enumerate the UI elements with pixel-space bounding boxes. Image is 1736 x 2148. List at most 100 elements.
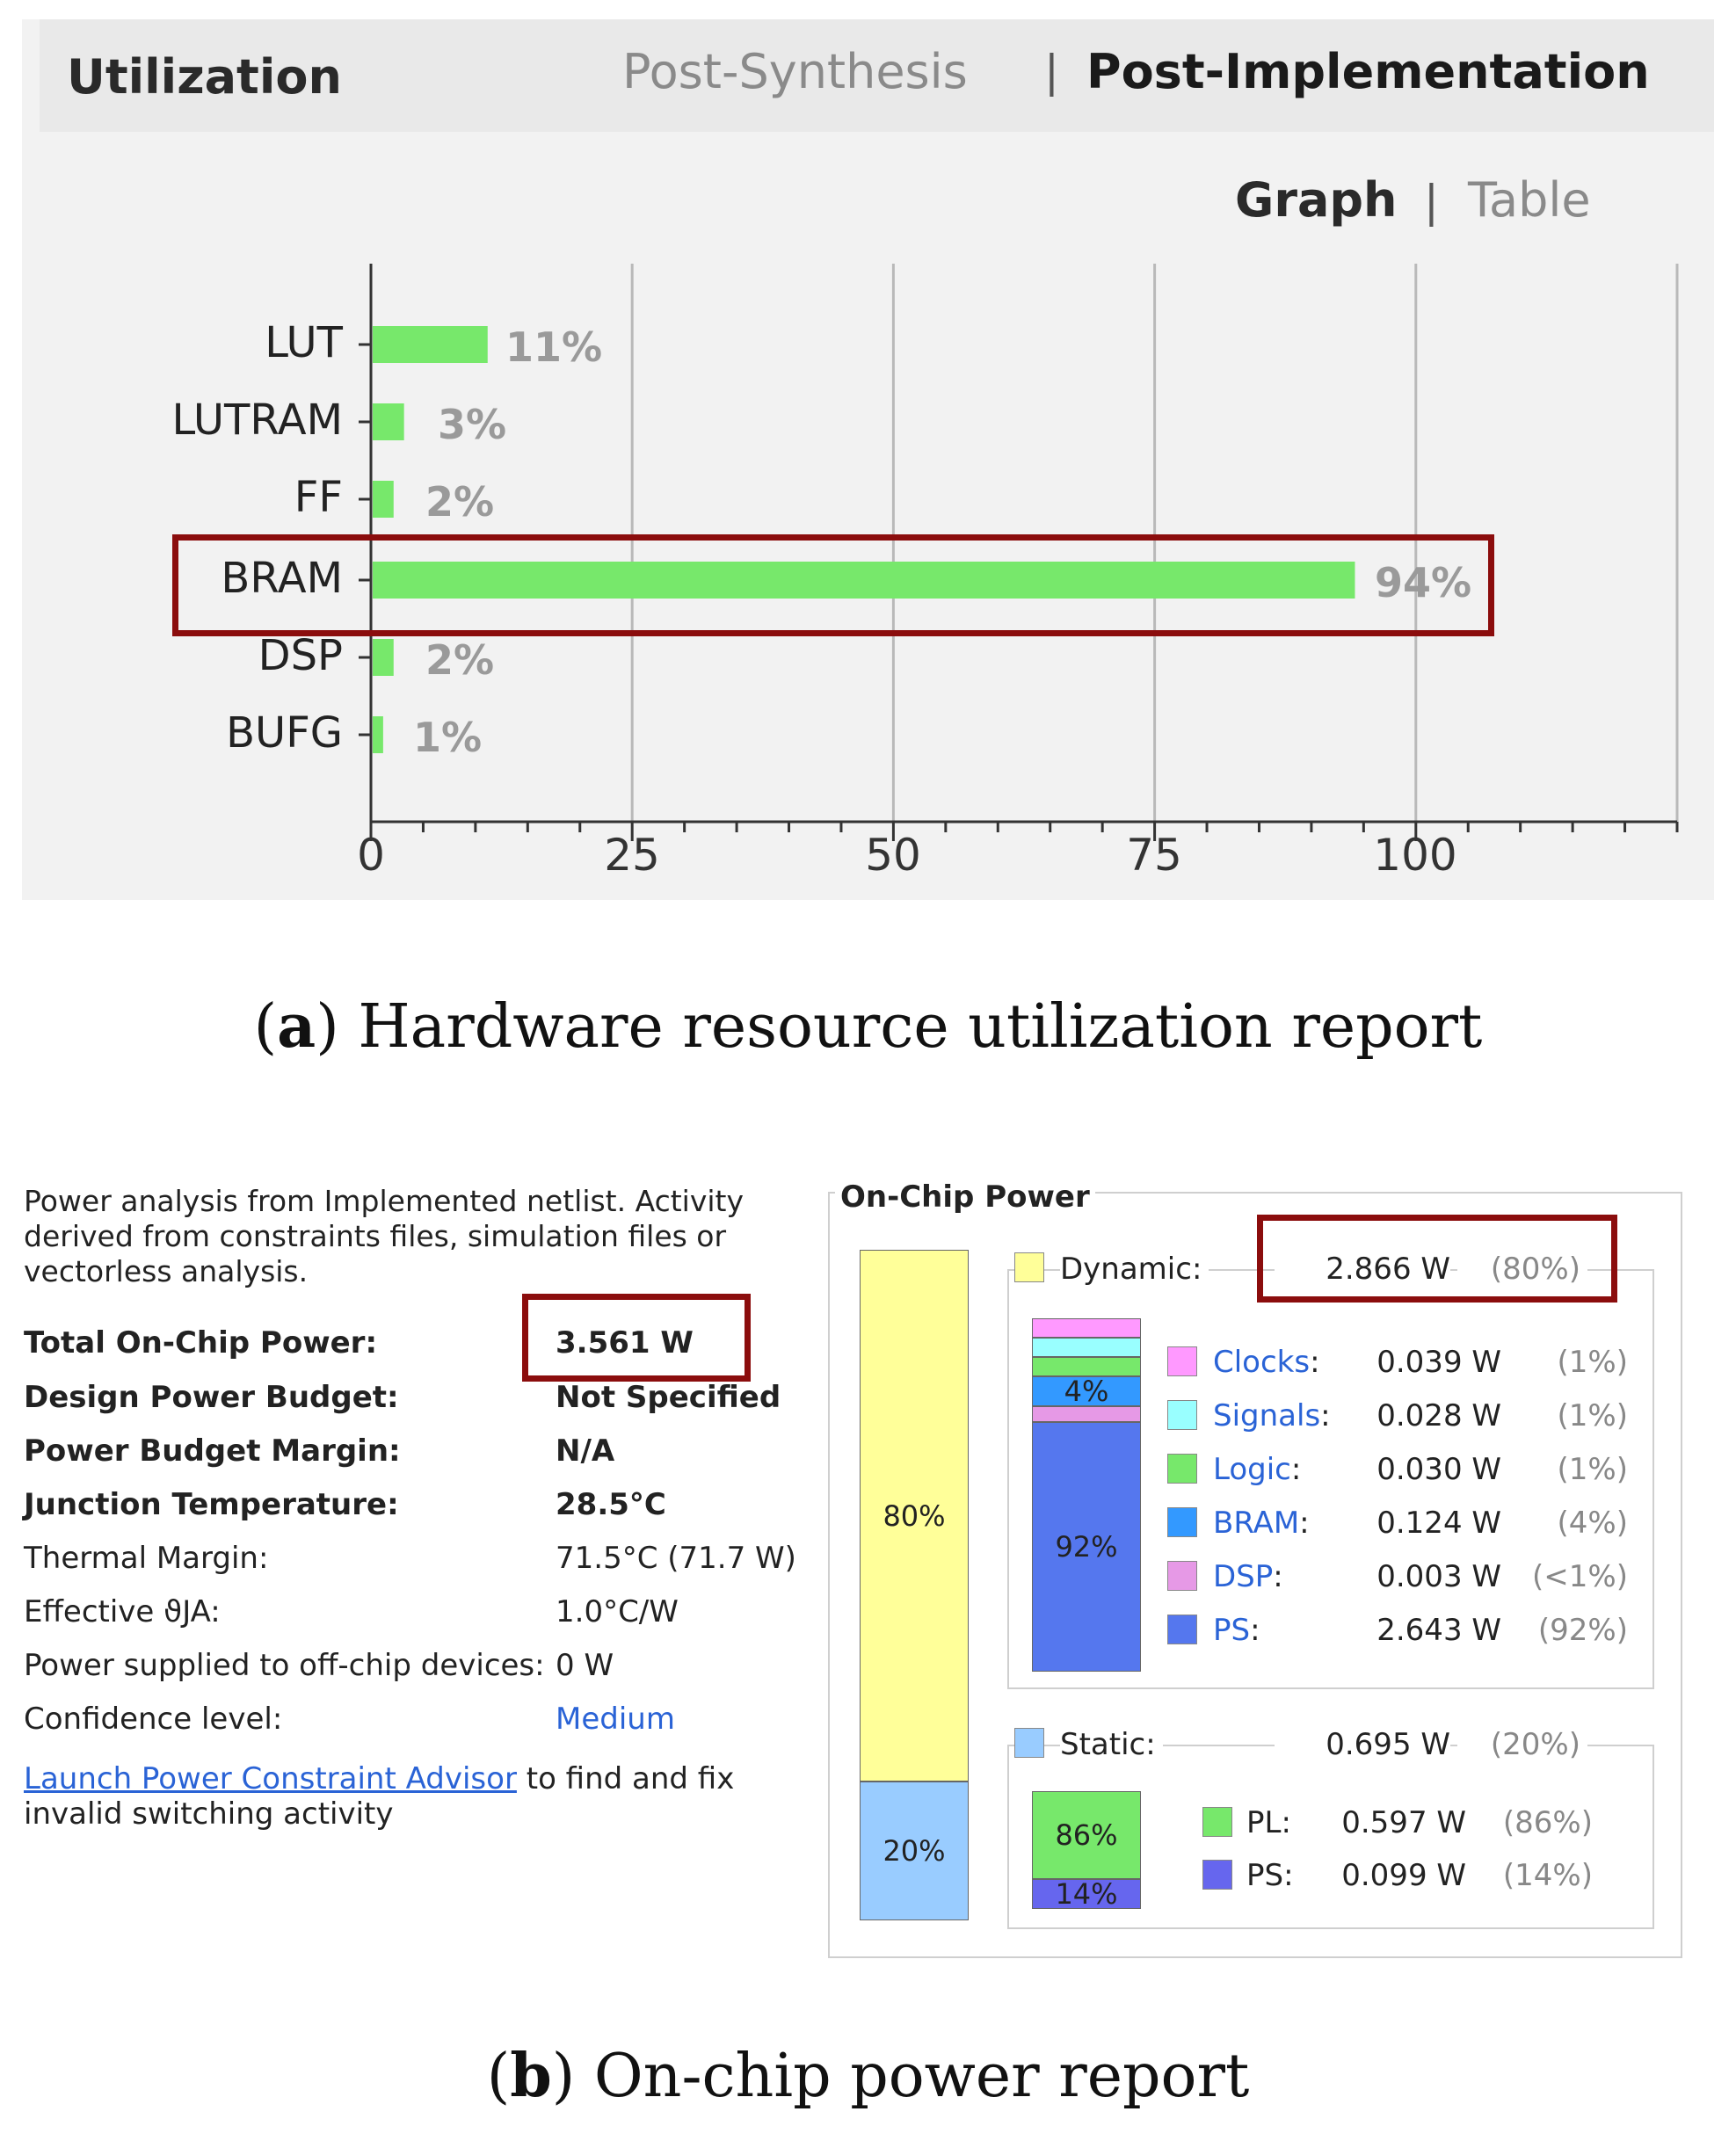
static-label: Static:	[1060, 1727, 1163, 1762]
value-label-dsp: 2%	[425, 636, 495, 684]
signals-link[interactable]: Signals:	[1213, 1398, 1331, 1433]
power-budget-label: Design Power Budget:	[24, 1380, 399, 1415]
tab-separator: |	[1044, 46, 1059, 97]
effective-theta-ja-value: 1.0°C/W	[556, 1594, 679, 1629]
bar-lut	[373, 326, 488, 363]
static-swatch	[1014, 1728, 1044, 1758]
dsp-pct: (<1%)	[1532, 1559, 1628, 1594]
dynamic-swatch	[1014, 1252, 1044, 1282]
static-share-segment: 20%	[860, 1782, 969, 1920]
budget-margin-value: N/A	[556, 1433, 615, 1469]
dynamic-highlight-box	[1257, 1215, 1617, 1303]
x-tick-label-50: 50	[865, 830, 921, 881]
logic-value: 0.030 W	[1376, 1452, 1501, 1487]
view-table-tab[interactable]: Table	[1468, 172, 1591, 228]
value-label-lutram: 3%	[438, 401, 507, 448]
dsp-swatch	[1167, 1561, 1197, 1591]
dsp-value: 0.003 W	[1376, 1559, 1501, 1594]
category-label-lutram: LUTRAM	[171, 395, 343, 445]
logic-pct: (1%)	[1557, 1452, 1628, 1487]
ps-static-segment-label: 14%	[1055, 1877, 1118, 1911]
on-chip-power-title: On-Chip Power	[835, 1179, 1095, 1215]
off-chip-power-label: Power supplied to off-chip devices:	[24, 1648, 545, 1683]
dynamic-share-label: 80%	[883, 1499, 946, 1533]
static-share-label: 20%	[883, 1834, 946, 1868]
junction-temp-value: 28.5°C	[556, 1487, 666, 1522]
caption-a: (a) Hardware resource utilization report	[253, 991, 1483, 1062]
bram-segment: 4%	[1032, 1375, 1141, 1408]
ps-dynamic-segment: 92%	[1032, 1422, 1141, 1672]
x-tick-label-25: 25	[604, 830, 660, 881]
thermal-margin-label: Thermal Margin:	[24, 1541, 269, 1576]
value-label-bufg: 1%	[413, 714, 483, 761]
caption-a-letter: a	[277, 991, 316, 1062]
ps-static-swatch	[1202, 1860, 1232, 1890]
pl-segment-label: 86%	[1055, 1818, 1118, 1852]
category-label-lut: LUT	[265, 318, 343, 367]
category-label-dsp: DSP	[258, 631, 343, 680]
ps-static-pct: (14%)	[1502, 1858, 1593, 1893]
ps-dynamic-pct: (92%)	[1537, 1613, 1628, 1648]
bram-value: 0.124 W	[1376, 1506, 1501, 1541]
dynamic-pct: (80%)	[1457, 1252, 1587, 1287]
ps-dynamic-link[interactable]: PS:	[1213, 1613, 1260, 1648]
bram-highlight-box	[172, 534, 1494, 636]
static-pct: (20%)	[1457, 1727, 1587, 1762]
caption-b-text: On-chip power report	[593, 2042, 1250, 2111]
pl-label: PL:	[1246, 1805, 1291, 1840]
bram-pct: (4%)	[1557, 1506, 1628, 1541]
utilization-title: Utilization	[67, 49, 342, 105]
clocks-value: 0.039 W	[1376, 1345, 1501, 1380]
static-value: 0.695 W	[1275, 1727, 1450, 1762]
junction-temp-label: Junction Temperature:	[24, 1487, 399, 1522]
tab-post-synthesis[interactable]: Post-Synthesis	[622, 44, 968, 99]
thermal-margin-value: 71.5°C (71.7 W)	[556, 1541, 796, 1576]
power-budget-value: Not Specified	[556, 1380, 781, 1415]
bram-link[interactable]: BRAM:	[1213, 1506, 1310, 1541]
launch-power-advisor-link[interactable]: Launch Power Constraint Advisor	[24, 1761, 517, 1796]
utilization-bar-chart	[359, 264, 1679, 841]
power-analysis-intro: Power analysis from Implemented netlist.…	[24, 1184, 745, 1288]
pl-segment: 86%	[1032, 1791, 1141, 1879]
advisor-note: Launch Power Constraint Advisor to find …	[24, 1761, 797, 1832]
dsp-link[interactable]: DSP:	[1213, 1559, 1283, 1594]
logic-link[interactable]: Logic:	[1213, 1452, 1302, 1487]
bar-bufg	[373, 716, 383, 753]
utilization-header	[40, 19, 1714, 132]
bar-bram	[373, 562, 1355, 599]
view-separator: |	[1424, 176, 1439, 227]
dynamic-label: Dynamic:	[1060, 1252, 1209, 1287]
dynamic-value: 2.866 W	[1275, 1252, 1450, 1287]
total-power-highlight-box	[522, 1294, 751, 1382]
signals-value: 0.028 W	[1376, 1398, 1501, 1433]
bar-lutram	[373, 403, 404, 440]
pl-swatch	[1202, 1807, 1232, 1837]
total-power-label: Total On-Chip Power:	[24, 1325, 378, 1361]
value-label-ff: 2%	[425, 478, 495, 526]
ps-dynamic-swatch	[1167, 1615, 1197, 1644]
view-graph-tab[interactable]: Graph	[1235, 172, 1398, 228]
off-chip-power-value: 0 W	[556, 1648, 614, 1683]
clocks-segment	[1032, 1318, 1141, 1338]
clocks-link[interactable]: Clocks:	[1213, 1345, 1320, 1380]
confidence-level-label: Confidence level:	[24, 1702, 283, 1737]
category-label-ff: FF	[294, 473, 343, 522]
caption-b: (b) On-chip power report	[486, 2041, 1250, 2111]
caption-a-text: Hardware resource utilization report	[358, 992, 1483, 1062]
signals-swatch	[1167, 1400, 1197, 1430]
pl-pct: (86%)	[1502, 1805, 1593, 1840]
dynamic-share-segment: 80%	[860, 1250, 969, 1782]
bram-swatch	[1167, 1507, 1197, 1537]
clocks-swatch	[1167, 1346, 1197, 1376]
confidence-level-link[interactable]: Medium	[556, 1702, 675, 1737]
category-label-bufg: BUFG	[226, 708, 343, 758]
value-label-bram: 94%	[1375, 559, 1472, 606]
ps-static-value: 0.099 W	[1341, 1858, 1466, 1893]
tab-post-implementation[interactable]: Post-Implementation	[1086, 44, 1650, 99]
on-chip-power-frame	[828, 1192, 1682, 1958]
total-power-value: 3.561 W	[556, 1325, 694, 1361]
ps-segment-label: 92%	[1055, 1530, 1118, 1564]
effective-theta-ja-label: Effective ϑJA:	[24, 1594, 221, 1629]
x-tick-label-75: 75	[1126, 830, 1182, 881]
signals-pct: (1%)	[1557, 1398, 1628, 1433]
